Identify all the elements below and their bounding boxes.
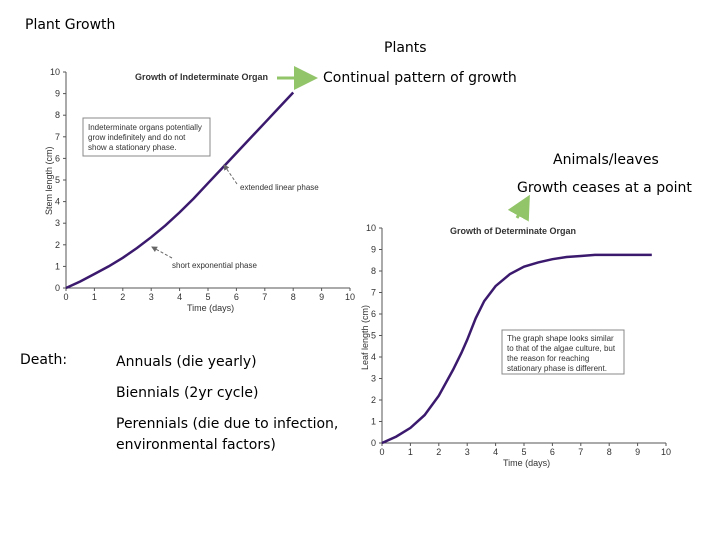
y-tick-label: 1	[371, 417, 376, 427]
x-tick-label: 5	[205, 292, 210, 302]
note-rect	[501, 329, 625, 375]
y-tick-label: 5	[55, 175, 60, 185]
y-tick-label: 8	[371, 266, 376, 276]
note-line-1: The graph shape looks similar	[507, 334, 614, 343]
x-tick-label: 4	[493, 447, 498, 457]
x-tick-label: 4	[177, 292, 182, 302]
note-box: The graph shape looks similar to that of…	[501, 329, 625, 375]
x-tick-label: 6	[550, 447, 555, 457]
exponential-phase-arrow	[151, 246, 173, 259]
animals-label: Animals/leaves	[553, 152, 659, 168]
x-tick-label: 6	[234, 292, 239, 302]
x-tick-label: 0	[63, 292, 68, 302]
animals-description: Growth ceases at a point	[517, 180, 692, 196]
plants-label: Plants	[384, 40, 427, 56]
note-line-3: show a stationary phase.	[88, 143, 177, 152]
death-item-perennials: Perennials (die due to infection,	[116, 416, 339, 432]
growth-curve	[65, 91, 295, 290]
y-axis-label: Stem length (cm)	[44, 146, 54, 215]
y-tick-label: 6	[55, 153, 60, 163]
note-line-2: to that of the algae culture, but	[507, 344, 616, 353]
linear-phase-annotation: extended linear phase	[240, 183, 319, 192]
x-tick-label: 10	[345, 292, 355, 302]
x-tick-label: 7	[578, 447, 583, 457]
x-tick-label: 10	[661, 447, 671, 457]
y-tick-label: 7	[371, 288, 376, 298]
x-axis-label: Time (days)	[187, 303, 234, 313]
y-tick-label: 6	[371, 309, 376, 319]
note-line-2: grow indefinitely and do not	[88, 133, 186, 142]
x-tick-label: 3	[465, 447, 470, 457]
y-tick-label: 1	[55, 261, 60, 271]
y-tick-label: 4	[371, 352, 376, 362]
growth-curve	[381, 253, 652, 445]
note-line-3: the reason for reaching	[507, 354, 589, 363]
exponential-phase-annotation: short exponential phase	[172, 261, 258, 270]
note-box: Indeterminate organs potentially grow in…	[82, 117, 211, 157]
chart-title: Growth of Determinate Organ	[450, 226, 576, 236]
x-tick-label: 3	[149, 292, 154, 302]
y-tick-label: 4	[55, 197, 60, 207]
x-tick-label: 2	[120, 292, 125, 302]
x-tick-label: 0	[379, 447, 384, 457]
y-tick-label: 10	[50, 67, 60, 77]
y-tick-label: 2	[371, 395, 376, 405]
y-tick-label: 9	[371, 245, 376, 255]
plants-description: Continual pattern of growth	[323, 70, 517, 86]
y-tick-label: 5	[371, 331, 376, 341]
linear-phase-arrow	[223, 164, 238, 185]
x-tick-label: 1	[408, 447, 413, 457]
animals-arrow	[507, 194, 530, 222]
y-tick-label: 0	[371, 438, 376, 448]
y-axis-label: Leaf length (cm)	[360, 305, 370, 370]
death-item-annuals: Annuals (die yearly)	[116, 354, 257, 370]
x-tick-label: 8	[291, 292, 296, 302]
y-tick-label: 3	[55, 218, 60, 228]
x-axis-label: Time (days)	[503, 458, 550, 468]
x-tick-label: 5	[521, 447, 526, 457]
y-tick-label: 3	[371, 374, 376, 384]
chart-title: Growth of Indeterminate Organ	[135, 72, 268, 82]
y-tick-label: 0	[55, 283, 60, 293]
x-tick-label: 7	[262, 292, 267, 302]
note-line-4: stationary phase is different.	[507, 364, 607, 373]
x-tick-label: 2	[436, 447, 441, 457]
y-tick-label: 2	[55, 240, 60, 250]
y-tick-label: 8	[55, 110, 60, 120]
y-tick-label: 9	[55, 89, 60, 99]
x-tick-label: 8	[607, 447, 612, 457]
death-label: Death:	[20, 352, 68, 368]
slide-title: Plant Growth	[25, 17, 116, 33]
x-tick-label: 1	[92, 292, 97, 302]
x-tick-label: 9	[635, 447, 640, 457]
x-tick-label: 9	[319, 292, 324, 302]
note-rect	[82, 117, 211, 157]
y-tick-label: 10	[366, 223, 376, 233]
y-tick-label: 7	[55, 132, 60, 142]
death-item-perennials-cont: environmental factors)	[116, 437, 276, 453]
death-item-biennials: Biennials (2yr cycle)	[116, 385, 259, 401]
note-line-1: Indeterminate organs potentially	[88, 123, 202, 132]
